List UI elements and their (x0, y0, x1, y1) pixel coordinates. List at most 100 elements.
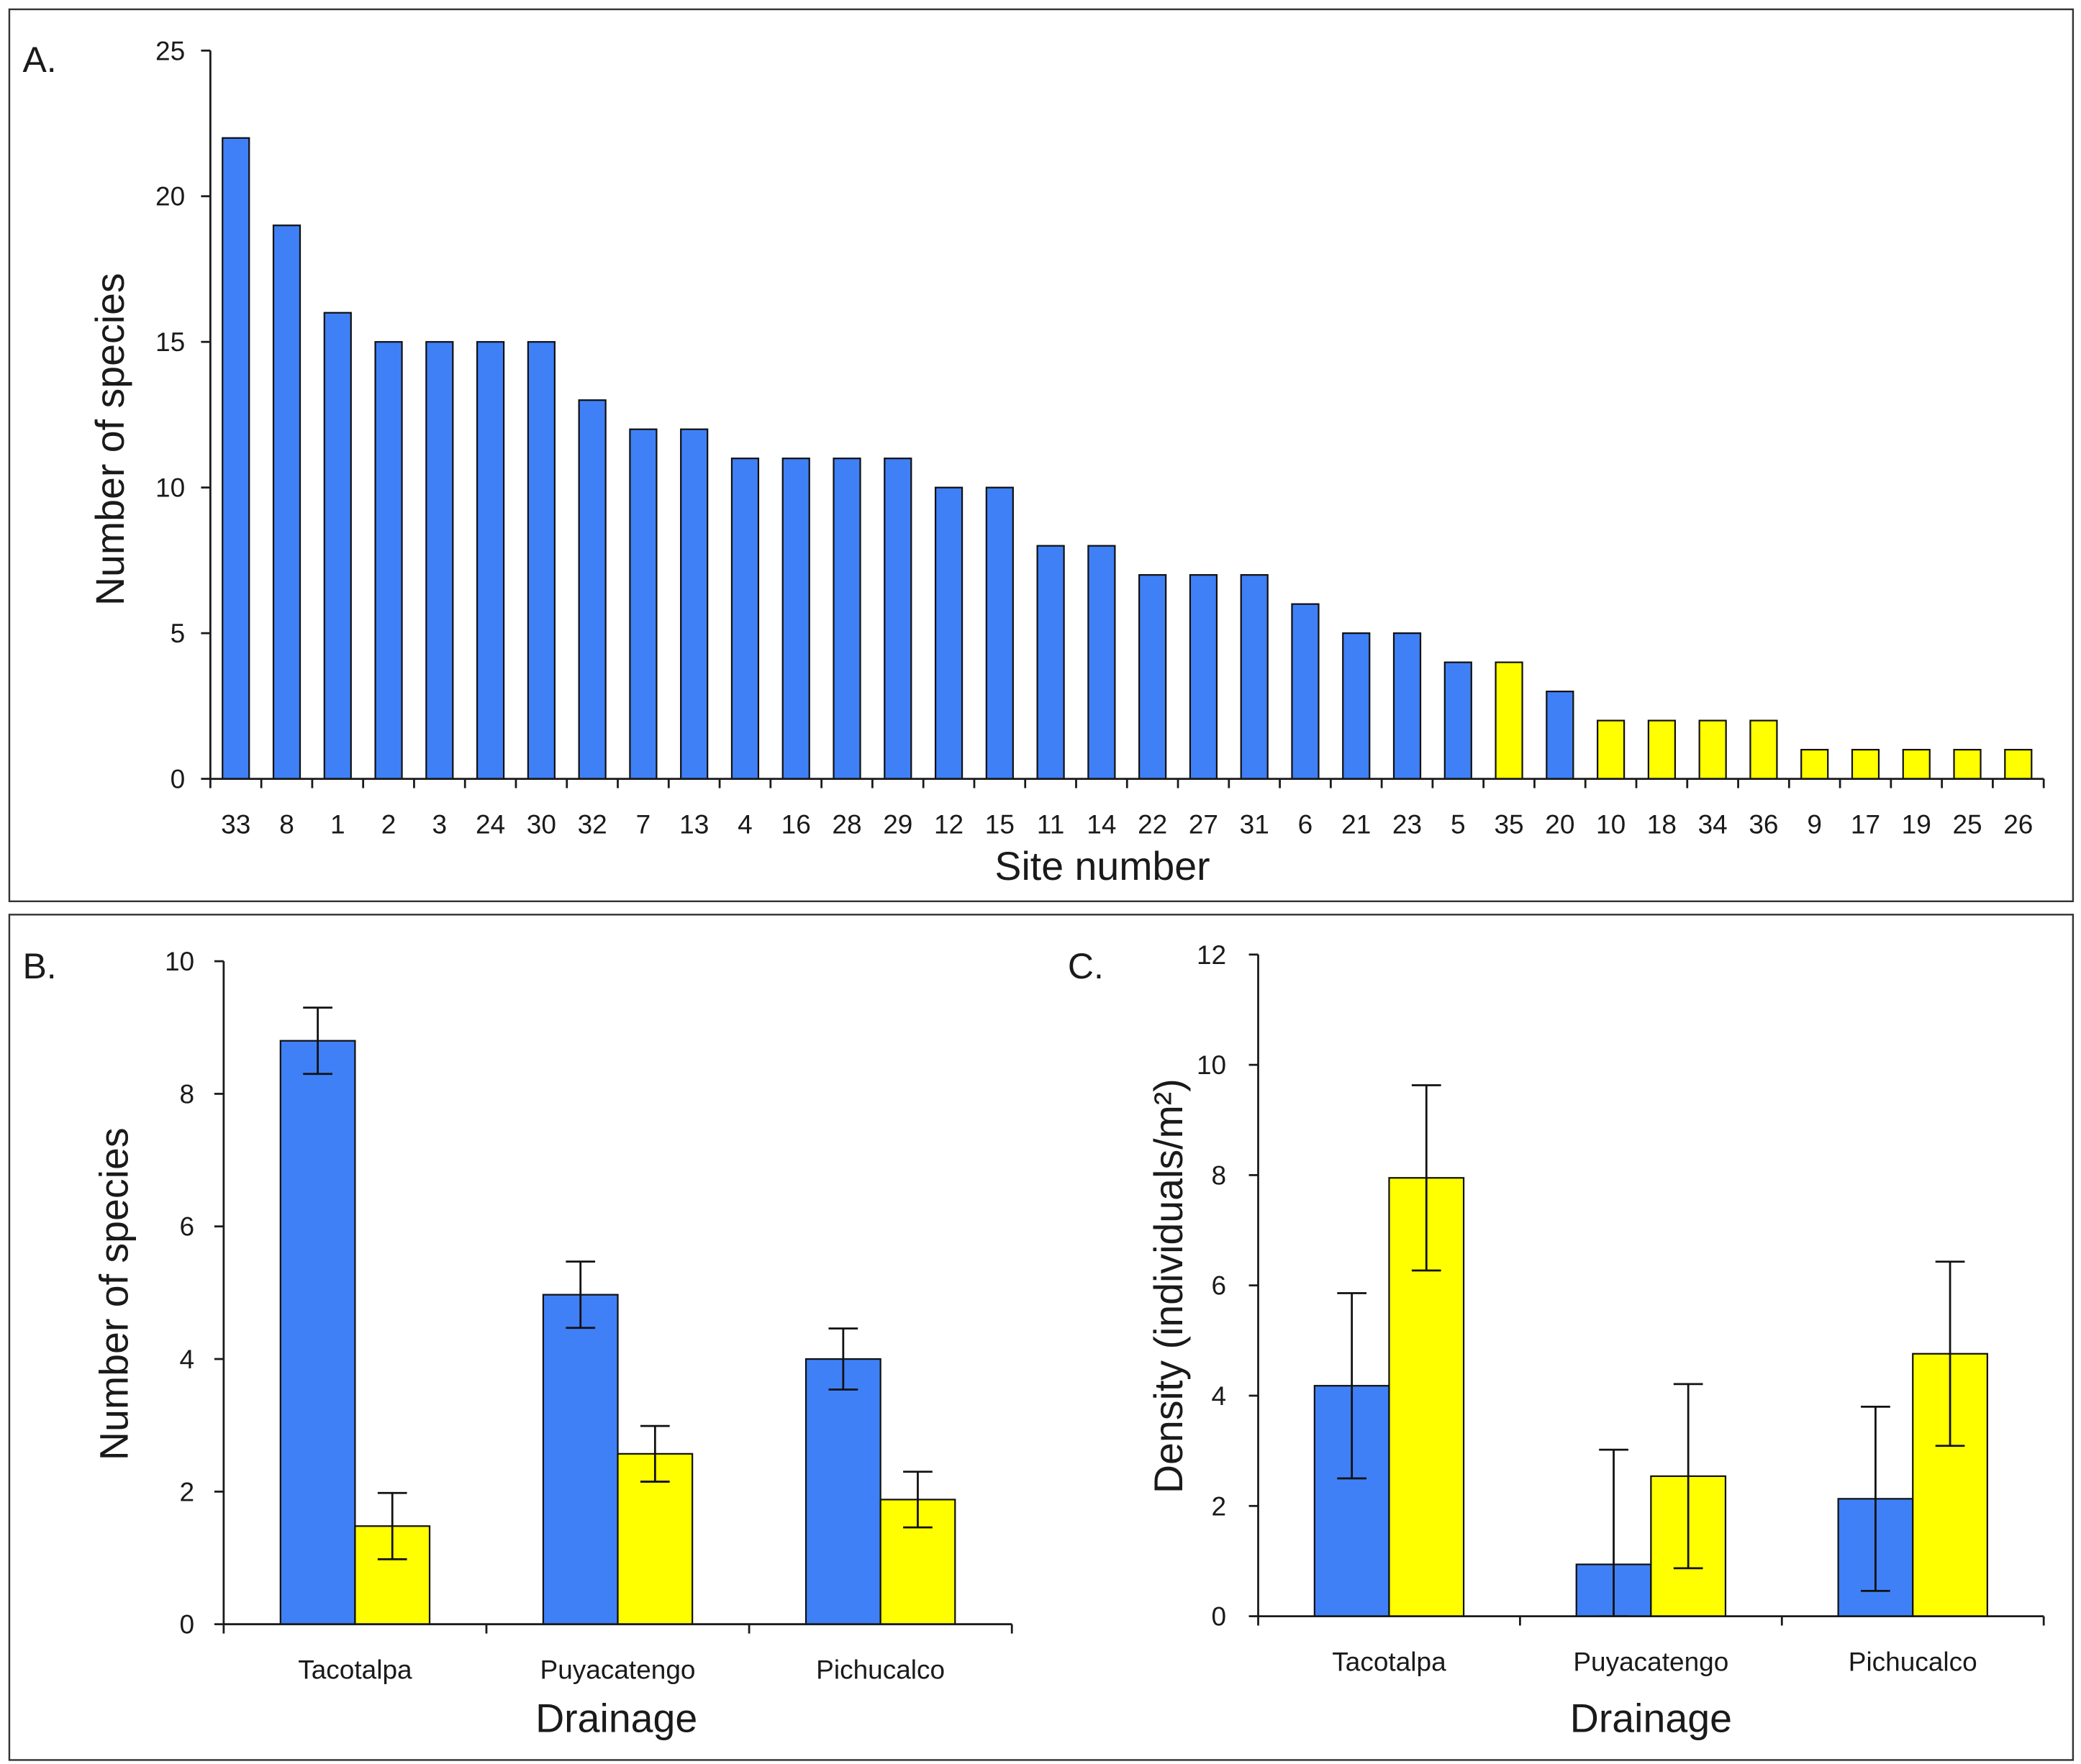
x-tick-label: 5 (1451, 809, 1466, 839)
bar (730, 458, 760, 780)
x-tick-label: 9 (1807, 809, 1822, 839)
y-tick-label: 4 (180, 1345, 195, 1374)
x-tick-label: 10 (1596, 809, 1626, 839)
bar (272, 224, 302, 780)
x-tick-label: 34 (1698, 809, 1728, 839)
bar (527, 341, 556, 780)
panel-c-y-axis-title: Density (individuals/m²) (1146, 1078, 1191, 1494)
x-tick-label: 7 (636, 809, 651, 839)
panel-b-y-axis-title: Number of species (92, 1127, 137, 1460)
y-tick-label: 10 (1197, 1050, 1226, 1080)
panel-b-x-axis-title: Drainage (535, 1696, 697, 1741)
bar (2004, 748, 2033, 780)
bar (629, 428, 658, 780)
y-tick-label: 4 (1212, 1381, 1227, 1411)
y-tick-label: 5 (171, 619, 186, 648)
x-tick-label: 18 (1647, 809, 1677, 839)
x-tick-label: 17 (1851, 809, 1880, 839)
panel-b: B. Drainage Number of species 0 2 4 6 8 10 Tac… (22, 946, 1013, 1741)
bar (1392, 632, 1422, 780)
x-tick-label: 24 (476, 809, 505, 839)
x-tick-label: 26 (2003, 809, 2033, 839)
y-tick-label: 6 (180, 1212, 195, 1242)
bar (1443, 661, 1472, 780)
bar (680, 428, 709, 780)
bar (833, 458, 861, 780)
y-tick-label: 0 (1212, 1602, 1227, 1632)
bar (1749, 719, 1778, 780)
bar (1495, 661, 1523, 780)
bar (1851, 748, 1880, 780)
panel-a-x-axis-title: Site number (994, 844, 1210, 888)
panel-c-chart: 0 2 4 6 8 10 12 Tacotalpa Puyacatengo Pichucalco (1197, 940, 2045, 1676)
x-tick-label: 1 (330, 809, 345, 839)
bar (425, 341, 454, 780)
x-tick-label: 29 (883, 809, 912, 839)
x-tick-label: 16 (781, 809, 811, 839)
x-tick-label: 15 (985, 809, 1015, 839)
panel-b-label: B. (22, 946, 56, 986)
y-tick-label: 25 (155, 36, 185, 65)
y-tick-label: 0 (180, 1610, 195, 1640)
bar (1902, 748, 1931, 780)
x-tick-label: 2 (381, 809, 396, 839)
y-tick-label: 12 (1197, 940, 1226, 970)
y-tick-label: 2 (1212, 1491, 1227, 1521)
x-tick-label: Puyacatengo (540, 1655, 696, 1685)
x-tick-label: 19 (1902, 809, 1931, 839)
x-tick-label: Pichucalco (1849, 1647, 1977, 1676)
bar (1698, 719, 1727, 780)
panel-c: C. Drainage Density (individuals/m²) 0 2 4… (1068, 940, 2045, 1741)
bar (1800, 748, 1829, 780)
panel-b-chart: 0 2 4 6 8 10 Tacotalpa Puyacatengo Pichucalco (165, 947, 1013, 1685)
x-tick-label: 6 (1298, 809, 1313, 839)
x-tick-label: 28 (832, 809, 861, 839)
bar (279, 1040, 356, 1625)
bar (884, 458, 912, 780)
x-tick-label: 36 (1749, 809, 1778, 839)
bar (542, 1294, 619, 1625)
bar (1189, 574, 1218, 780)
bar (1138, 574, 1167, 780)
x-tick-label: Tacotalpa (298, 1655, 412, 1685)
x-tick-label: 35 (1494, 809, 1523, 839)
bar (804, 1358, 881, 1625)
y-tick-label: 8 (1212, 1160, 1227, 1190)
y-tick-label: 10 (155, 473, 185, 503)
x-tick-label: 14 (1087, 809, 1116, 839)
x-tick-label: Tacotalpa (1332, 1647, 1446, 1676)
bar (578, 399, 607, 780)
x-tick-label: 20 (1545, 809, 1574, 839)
x-tick-label: 27 (1189, 809, 1218, 839)
y-tick-label: 15 (155, 327, 185, 357)
panel-a-label: A. (22, 40, 56, 80)
bar (476, 341, 505, 780)
bar (1087, 545, 1116, 780)
x-tick-label: Puyacatengo (1573, 1647, 1728, 1676)
x-tick-label: 30 (527, 809, 556, 839)
bar (1240, 574, 1269, 780)
bar (1342, 632, 1371, 780)
x-tick-label: 8 (279, 809, 294, 839)
bar (323, 312, 352, 780)
y-tick-label: 6 (1212, 1271, 1227, 1301)
panel-c-x-axis-title: Drainage (1570, 1696, 1732, 1741)
x-tick-label: 32 (578, 809, 607, 839)
bar (374, 341, 403, 780)
x-tick-label: 25 (1952, 809, 1982, 839)
x-tick-label: 3 (432, 809, 448, 839)
bar (1647, 719, 1677, 780)
bar (934, 486, 964, 780)
bar (1036, 545, 1065, 780)
bar (1953, 748, 1982, 780)
x-tick-label: 33 (221, 809, 250, 839)
y-tick-label: 10 (165, 947, 194, 976)
x-tick-label: 22 (1138, 809, 1167, 839)
bar (1291, 603, 1320, 780)
x-tick-label: 23 (1392, 809, 1422, 839)
panel-a: A. Site number Number of species 0510152… (8, 8, 2075, 903)
x-tick-label: 11 (1037, 809, 1064, 839)
y-tick-label: 20 (155, 182, 185, 212)
